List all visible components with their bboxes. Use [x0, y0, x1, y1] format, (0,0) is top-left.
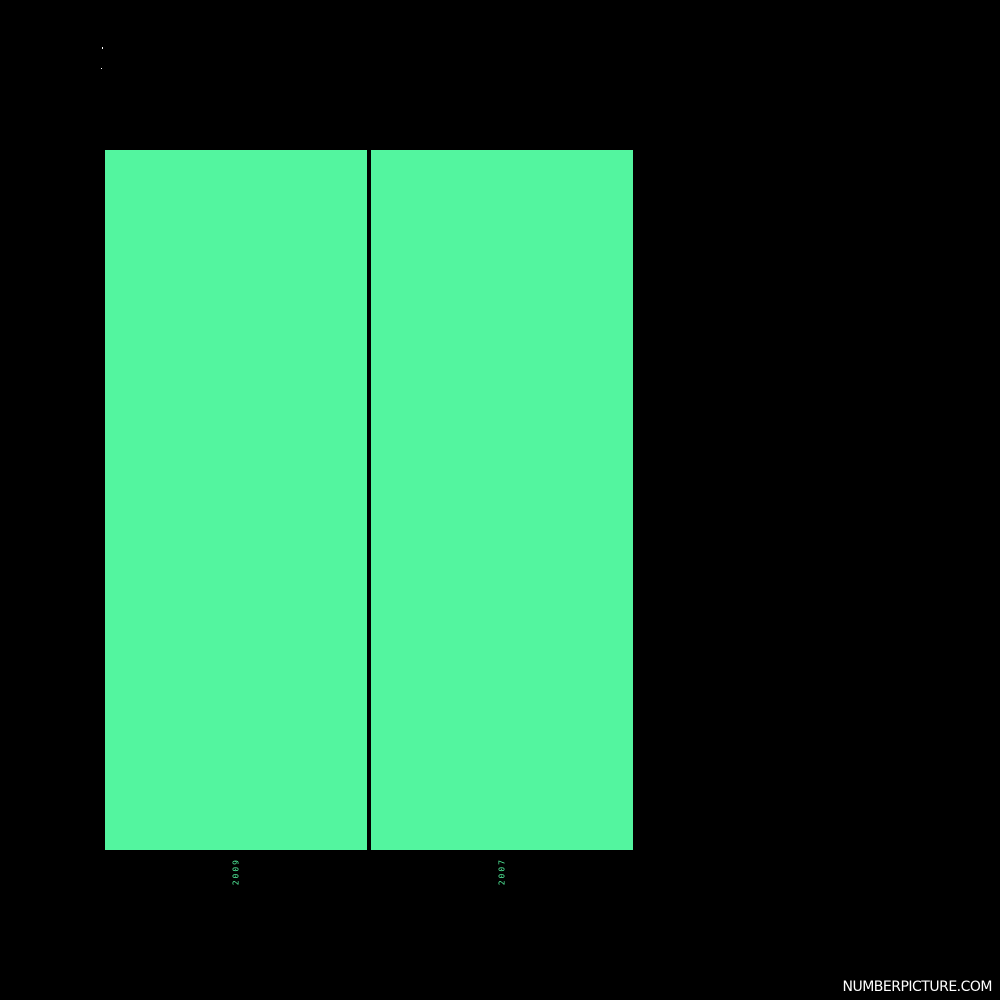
x-tick-label: 2009 — [232, 858, 241, 885]
marker-dot — [101, 68, 102, 69]
x-tick-label: 2007 — [498, 858, 507, 885]
bar-2007 — [371, 150, 633, 850]
bar-2009 — [105, 150, 367, 850]
brand-watermark[interactable]: NUMBERPICTURE.COM — [842, 979, 992, 995]
marker-dot — [102, 47, 103, 49]
x-tick-labels: 2009 2007 — [232, 858, 507, 885]
bars-group — [105, 150, 633, 850]
